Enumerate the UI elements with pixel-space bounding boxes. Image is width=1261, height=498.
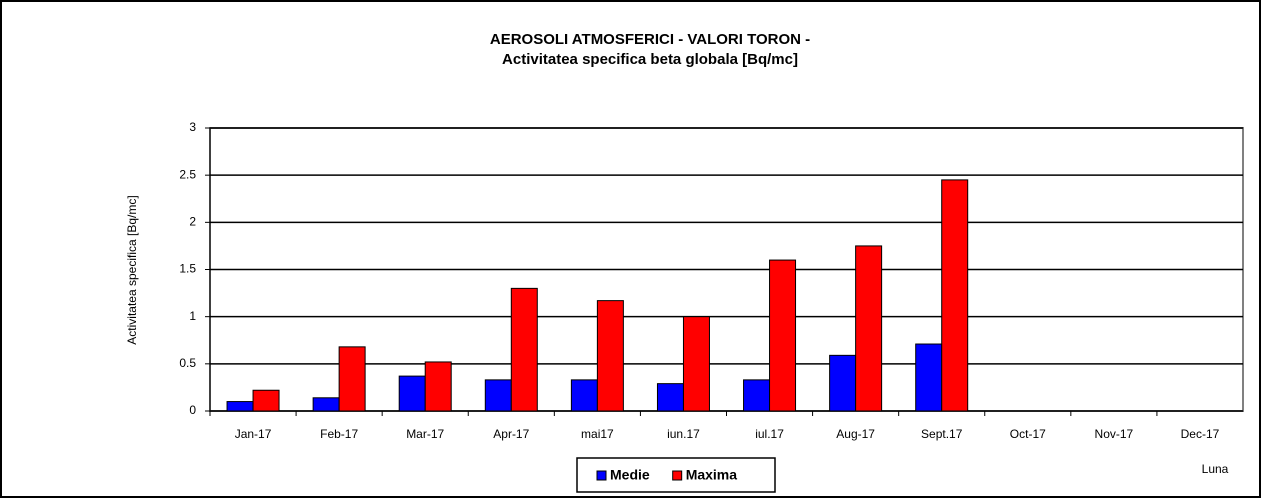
x-tick-label: Nov-17 bbox=[1095, 427, 1134, 441]
x-tick-label: mai17 bbox=[581, 427, 614, 441]
bar bbox=[424, 361, 452, 412]
x-tick-label: iun.17 bbox=[667, 427, 700, 441]
x-tick-label: Feb-17 bbox=[320, 427, 358, 441]
bar bbox=[312, 397, 340, 412]
bar bbox=[484, 379, 512, 412]
bar bbox=[941, 179, 969, 412]
bar bbox=[226, 401, 254, 412]
bar bbox=[252, 389, 280, 412]
x-tick-label: Jan-17 bbox=[235, 427, 272, 441]
x-tick-label: Apr-17 bbox=[493, 427, 529, 441]
x-tick-label: Sept.17 bbox=[921, 427, 963, 441]
x-axis-label: Luna bbox=[1202, 462, 1229, 476]
y-tick-label: 2 bbox=[189, 215, 196, 229]
y-tick-label: 1 bbox=[189, 309, 196, 323]
y-tick-label: 3 bbox=[189, 120, 196, 134]
bar bbox=[829, 354, 857, 412]
bar bbox=[656, 383, 684, 412]
x-tick-label: Oct-17 bbox=[1010, 427, 1046, 441]
bar bbox=[596, 300, 624, 412]
bar bbox=[855, 245, 883, 412]
chart-subtitle: Activitatea specifica beta globala [Bq/m… bbox=[502, 51, 798, 68]
bar bbox=[570, 379, 598, 412]
legend-label: Maxima bbox=[686, 467, 738, 483]
bar bbox=[743, 379, 771, 412]
y-tick-label: 0.5 bbox=[179, 356, 196, 370]
bar bbox=[338, 346, 366, 412]
x-tick-label: Dec-17 bbox=[1181, 427, 1220, 441]
x-tick-label: Mar-17 bbox=[406, 427, 444, 441]
legend-swatch bbox=[672, 470, 683, 481]
y-tick-label: 0 bbox=[189, 403, 196, 417]
legend-label: Medie bbox=[610, 467, 650, 483]
bar bbox=[398, 375, 426, 412]
legend-swatch bbox=[596, 470, 607, 481]
y-tick-label: 2.5 bbox=[179, 167, 196, 181]
bar bbox=[510, 287, 538, 412]
x-tick-label: iul.17 bbox=[755, 427, 784, 441]
y-tick-label: 1.5 bbox=[179, 262, 196, 276]
bar bbox=[682, 316, 710, 412]
bar bbox=[769, 259, 797, 412]
x-tick-label: Aug-17 bbox=[836, 427, 875, 441]
bar bbox=[915, 343, 943, 412]
chart-title: AEROSOLI ATMOSFERICI - VALORI TORON - bbox=[490, 31, 810, 48]
y-axis-label: Activitatea specifica [Bq/mc] bbox=[125, 195, 139, 344]
